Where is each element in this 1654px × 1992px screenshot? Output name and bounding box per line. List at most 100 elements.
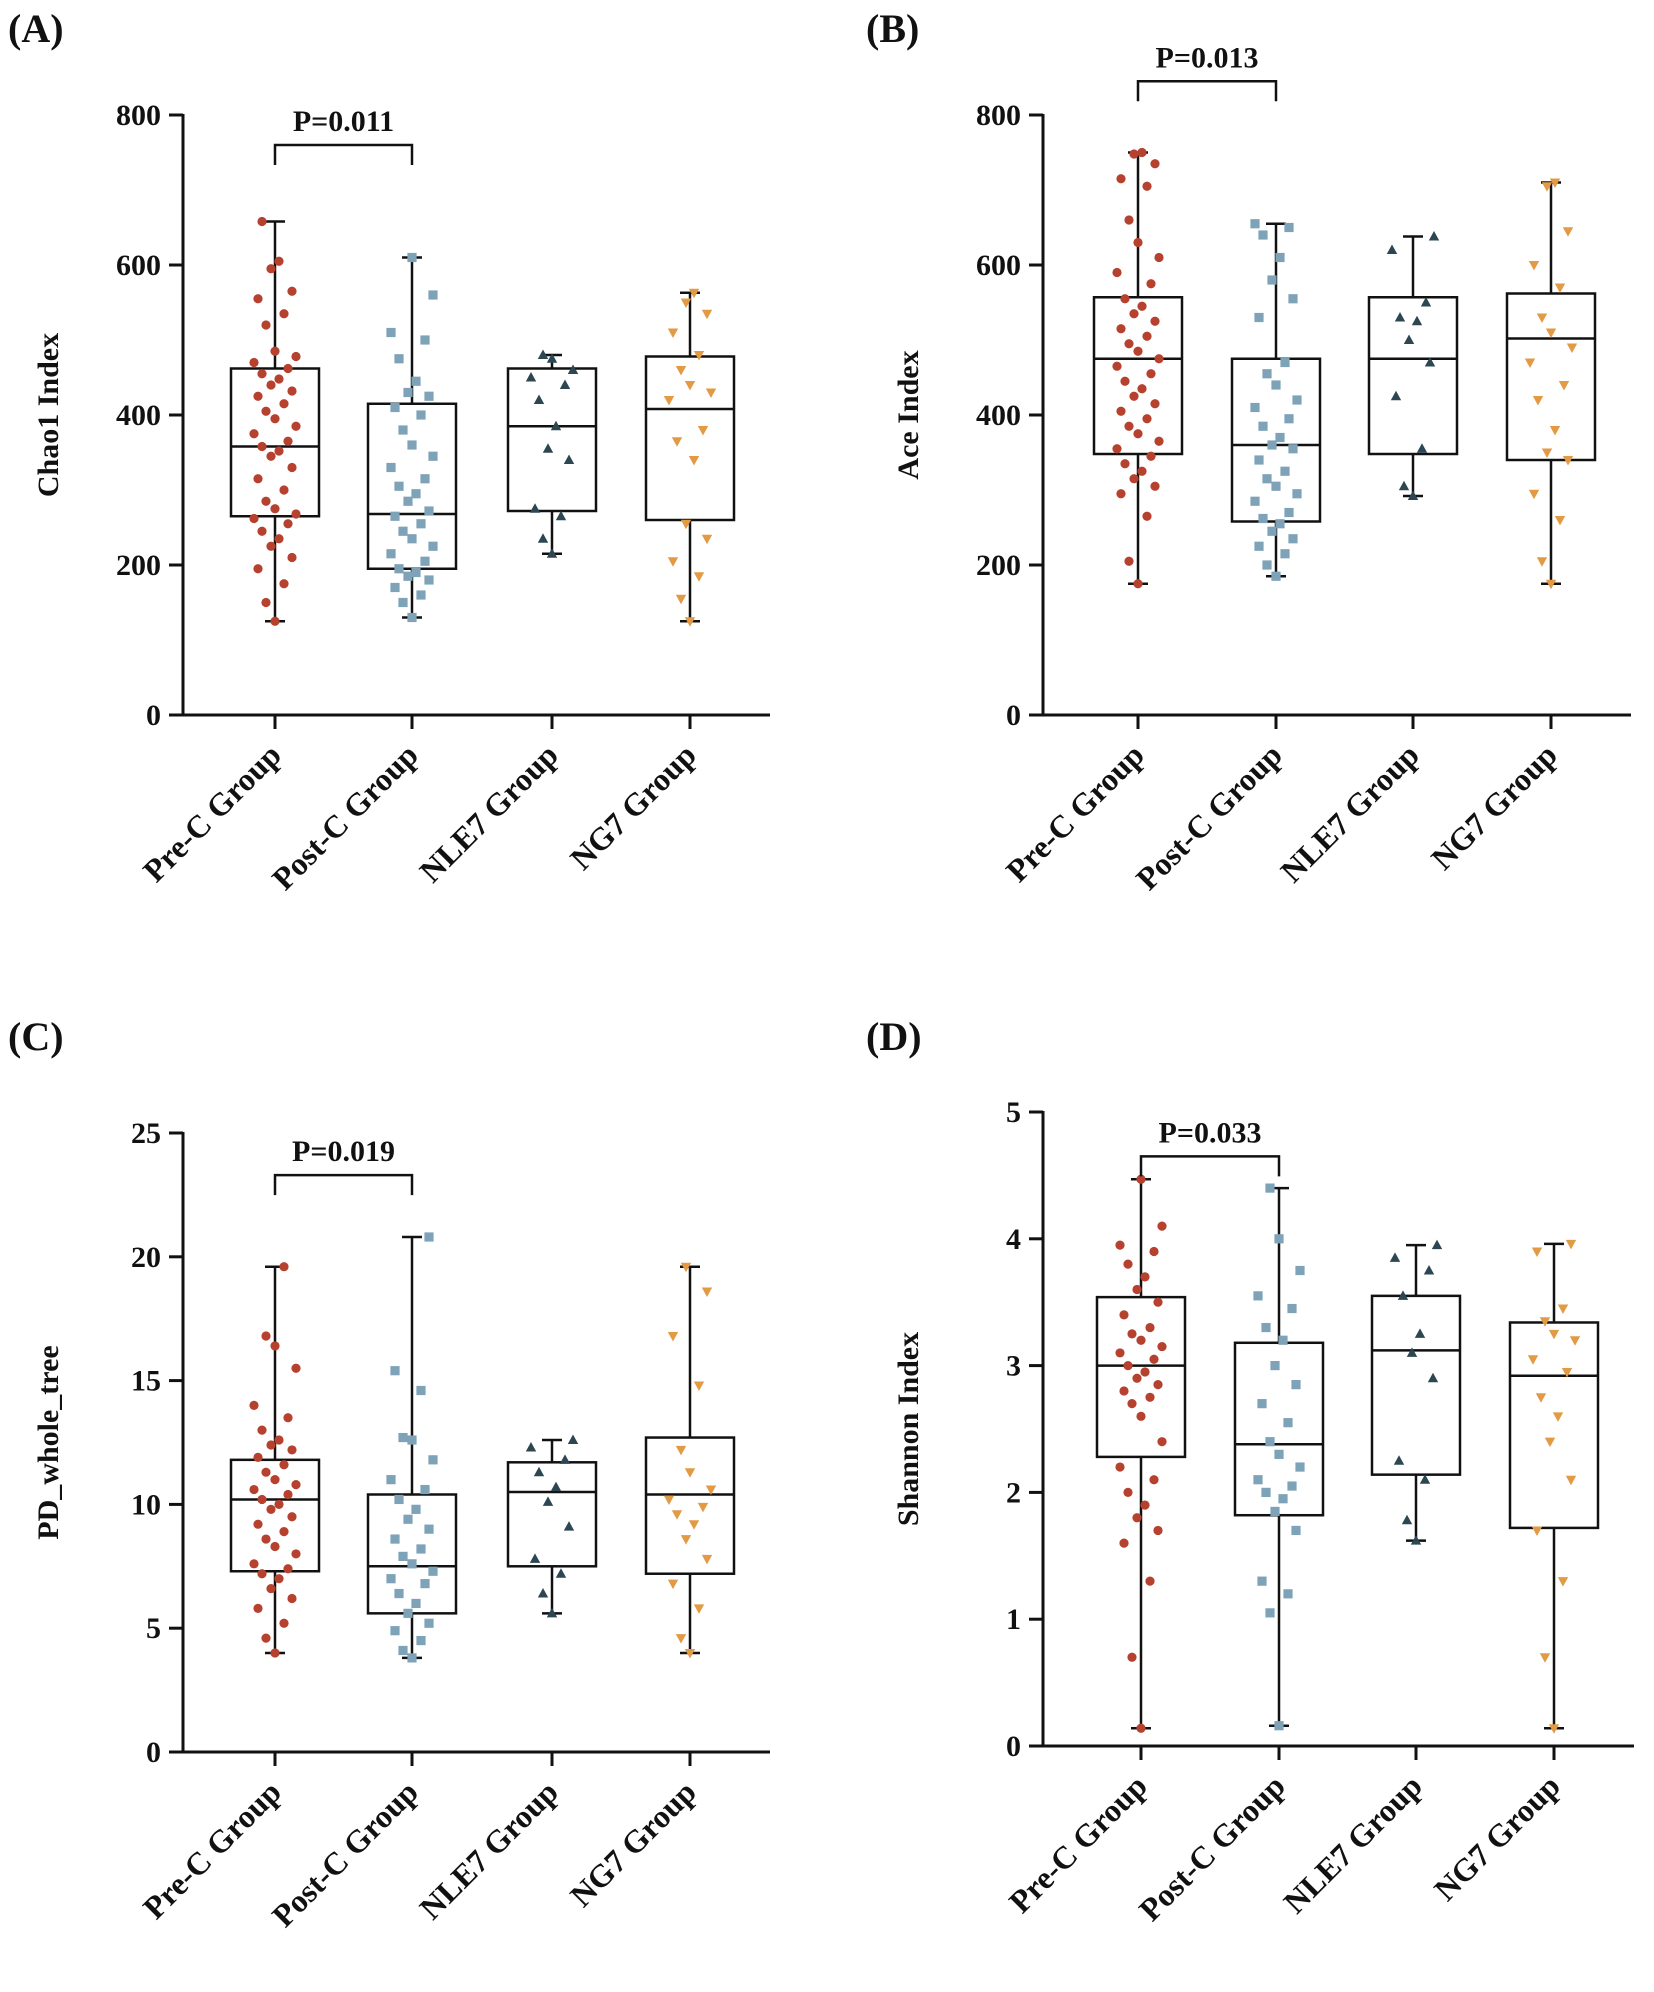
data-point <box>1423 1265 1435 1275</box>
panel-c: (C) 0 5 10 15 20 25 PD_whole_tree Pre-C GroupPos… <box>8 1014 770 1934</box>
y-tick-label: 2 <box>1006 1476 1021 1509</box>
y-tick-label: 0 <box>1006 1730 1021 1763</box>
data-point <box>1271 481 1281 491</box>
data-point <box>1280 357 1290 368</box>
data-point <box>1250 496 1260 506</box>
box-3 <box>1505 181 1597 585</box>
y-tick-label: 0 <box>146 1736 161 1769</box>
data-point <box>1129 474 1139 484</box>
data-point <box>279 579 289 589</box>
data-point <box>1267 440 1277 450</box>
data-point <box>416 1544 426 1554</box>
data-point <box>411 1504 421 1514</box>
data-point <box>1275 519 1285 529</box>
data-point <box>1398 480 1410 491</box>
data-point <box>411 376 421 386</box>
data-point <box>1531 1247 1543 1257</box>
data-point <box>1565 1475 1577 1486</box>
data-point <box>253 1603 263 1613</box>
data-point <box>701 1287 713 1297</box>
data-point <box>1278 1335 1288 1345</box>
data-point <box>1261 1487 1271 1497</box>
data-point <box>261 496 271 506</box>
data-point <box>529 1553 541 1563</box>
data-point <box>1283 1589 1293 1599</box>
data-point <box>257 216 267 227</box>
data-point <box>1116 489 1126 499</box>
y-axis-title: Ace Index <box>892 350 925 479</box>
data-point <box>390 582 400 593</box>
data-point <box>1154 436 1164 446</box>
box-iqr <box>506 1461 598 1568</box>
box-iqr <box>1367 296 1459 456</box>
data-point <box>1129 309 1139 319</box>
data-point <box>567 1434 579 1445</box>
significance-bracket <box>1139 1155 1281 1177</box>
p-value-label: P=0.011 <box>293 105 394 138</box>
data-point <box>283 1489 293 1500</box>
data-point <box>279 1527 289 1537</box>
x-category-label: NLE7 Group <box>1276 1767 1429 1920</box>
box-iqr <box>366 402 458 570</box>
data-point <box>1140 1500 1150 1510</box>
data-point <box>270 1541 280 1552</box>
data-point <box>394 564 404 574</box>
data-point <box>546 353 558 363</box>
data-point <box>253 294 263 304</box>
y-tick-label: 800 <box>976 99 1021 132</box>
p-value-label: P=0.019 <box>292 1135 395 1168</box>
box-2 <box>506 353 598 555</box>
data-point <box>407 1435 417 1445</box>
data-point <box>684 381 696 391</box>
data-point <box>274 256 284 266</box>
data-point <box>537 349 549 359</box>
data-point <box>1258 421 1268 431</box>
data-point <box>1115 1462 1125 1472</box>
data-point <box>1271 380 1281 390</box>
x-category-label: Pre-C Group <box>999 736 1151 888</box>
data-point <box>257 526 267 536</box>
data-point <box>1119 1386 1129 1396</box>
data-point <box>684 617 696 627</box>
data-point <box>1153 1525 1163 1536</box>
data-point <box>270 616 280 626</box>
data-point <box>266 1504 276 1514</box>
data-point <box>261 406 271 416</box>
data-point <box>403 387 413 398</box>
data-point <box>424 391 434 401</box>
data-point <box>1424 357 1436 367</box>
data-point <box>1386 244 1398 254</box>
data-point <box>1129 391 1139 401</box>
data-point <box>1275 432 1285 443</box>
data-point <box>403 496 413 506</box>
data-point <box>266 1583 276 1594</box>
data-point <box>1120 294 1130 304</box>
data-point <box>1280 549 1290 559</box>
data-point <box>1548 1329 1560 1340</box>
data-point <box>1112 361 1122 371</box>
data-point <box>403 1514 413 1524</box>
data-point <box>283 519 293 529</box>
data-point <box>1541 448 1553 458</box>
data-point <box>407 612 417 623</box>
data-point <box>1153 1380 1163 1390</box>
data-point <box>563 454 575 464</box>
data-point <box>287 1445 297 1455</box>
data-point <box>261 1331 271 1341</box>
data-point <box>390 1534 400 1544</box>
y-tick-label: 5 <box>1006 1096 1021 1129</box>
data-point <box>667 1579 679 1590</box>
data-point <box>257 369 267 379</box>
data-point <box>533 394 545 404</box>
data-point <box>1136 1411 1146 1421</box>
y-tick-label: 5 <box>146 1612 161 1645</box>
data-point <box>1136 1174 1146 1184</box>
data-point <box>688 456 700 466</box>
data-point <box>407 1559 417 1569</box>
data-point <box>680 1262 692 1273</box>
data-point <box>279 399 289 409</box>
data-point <box>559 1454 571 1464</box>
data-point <box>1150 316 1160 326</box>
data-point <box>291 1549 301 1559</box>
